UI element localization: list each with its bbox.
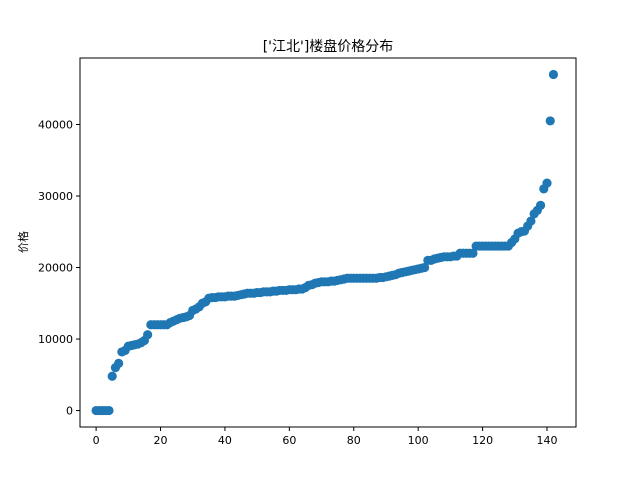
data-point: [107, 371, 117, 381]
data-points: [91, 69, 559, 416]
x-tick-label: 20: [154, 434, 168, 447]
y-tick-label: 30000: [38, 190, 73, 203]
data-point: [545, 116, 555, 126]
data-point: [548, 69, 559, 80]
x-tick-label: 0: [93, 434, 100, 447]
axis-ticks: 0 20 40 60 80 100 120 140 0 10000 20000 30000 40000: [38, 119, 558, 447]
y-tick-label: 10000: [38, 333, 73, 346]
x-tick-label: 100: [408, 434, 429, 447]
data-point: [420, 262, 430, 273]
y-tick-label: 0: [66, 405, 73, 418]
y-axis-label: 价格: [16, 231, 30, 253]
data-point: [535, 200, 546, 210]
x-tick-label: 40: [218, 434, 232, 447]
chart-title: ['江北']楼盘价格分布: [263, 38, 394, 55]
y-tick-label: 20000: [38, 262, 73, 275]
y-tick-label: 40000: [38, 119, 73, 132]
x-tick-label: 60: [282, 434, 296, 447]
x-tick-label: 80: [347, 434, 361, 447]
data-point: [468, 248, 478, 258]
data-point: [542, 178, 552, 188]
x-tick-label: 120: [472, 434, 493, 447]
data-point: [526, 216, 536, 226]
x-tick-label: 140: [537, 434, 558, 447]
data-point: [143, 330, 153, 340]
plot-area-frame: [79, 57, 577, 428]
data-point: [114, 358, 124, 368]
data-point: [104, 405, 114, 416]
